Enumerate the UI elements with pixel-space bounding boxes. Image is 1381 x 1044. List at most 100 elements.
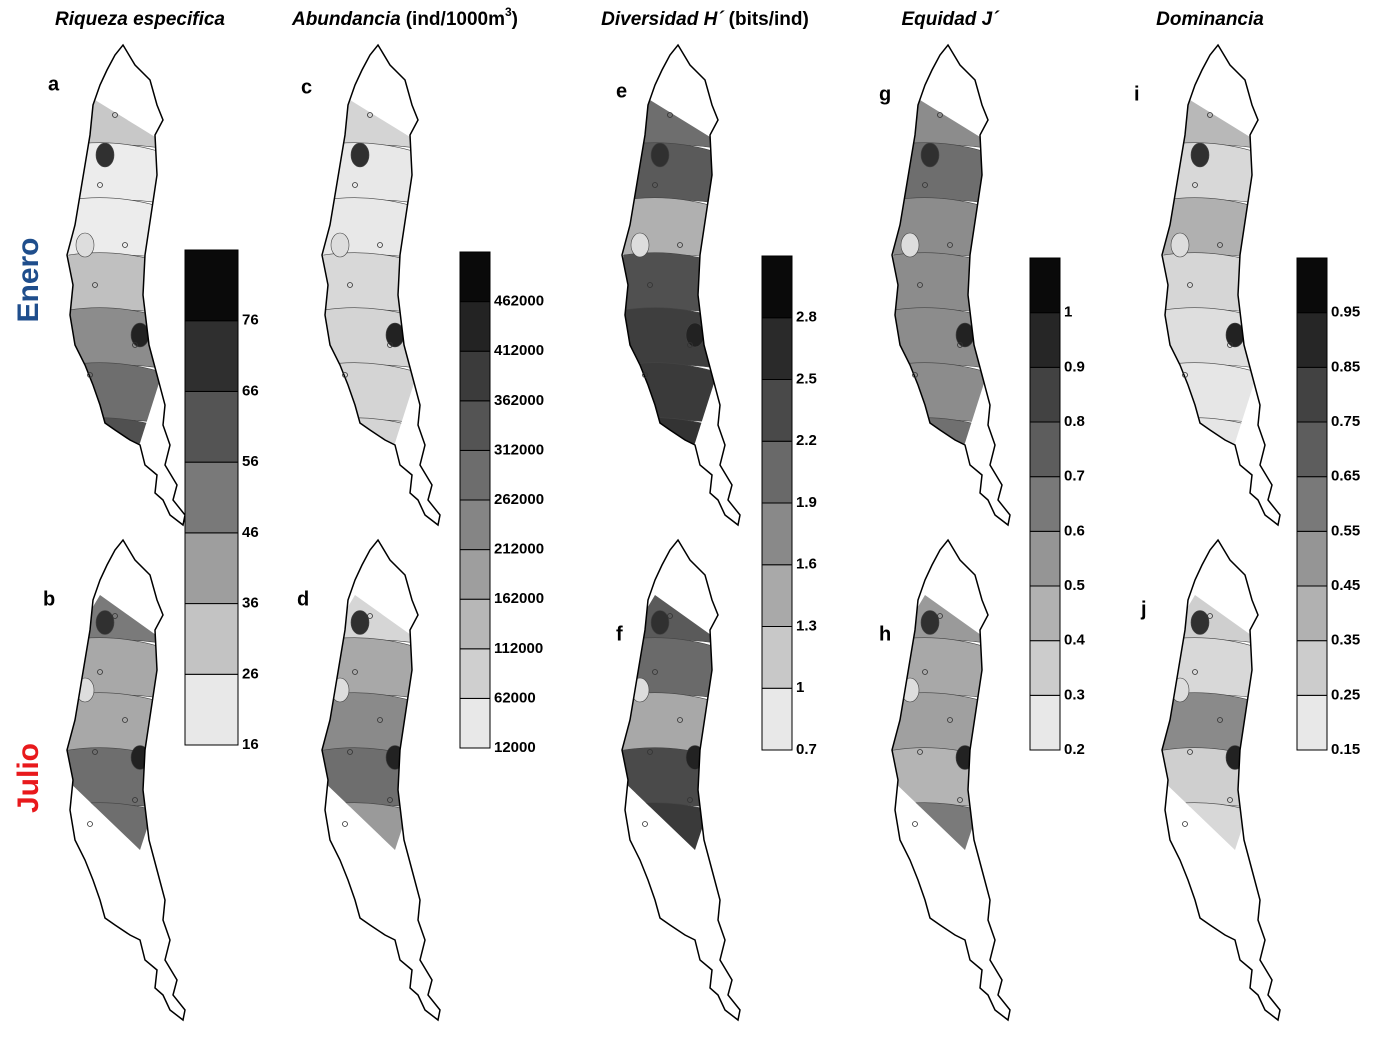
colorbar-label: 0.15 xyxy=(1331,741,1360,758)
map-panel xyxy=(45,540,195,1020)
contour-band xyxy=(600,418,750,485)
panel-letter: f xyxy=(616,623,623,645)
colorbar: 0.711.31.61.92.22.52.8 xyxy=(762,256,817,758)
panel-letter: d xyxy=(297,588,309,610)
colorbar-label: 0.4 xyxy=(1064,632,1086,649)
colorbar-label: 76 xyxy=(242,312,259,329)
colorbar-label: 262000 xyxy=(494,491,544,508)
colorbar-box xyxy=(1030,367,1060,422)
colorbar-label: 66 xyxy=(242,382,259,399)
contour-blob xyxy=(131,746,149,770)
colorbar-label: 0.55 xyxy=(1331,522,1360,539)
contour-blob xyxy=(901,233,919,257)
region xyxy=(1140,88,1290,485)
colorbar-box xyxy=(1030,641,1060,696)
contour-blob xyxy=(76,233,94,257)
contour-field xyxy=(1140,88,1290,485)
contour-blob xyxy=(631,233,649,257)
colorbar-box xyxy=(460,401,490,451)
colorbar-box xyxy=(762,318,792,380)
region xyxy=(45,88,195,485)
colorbar-label: 0.9 xyxy=(1064,358,1085,375)
colorbar-label: 162000 xyxy=(494,590,544,607)
colorbar-label: 0.3 xyxy=(1064,686,1085,703)
colorbar-label: 1.6 xyxy=(796,556,817,573)
colorbar-box xyxy=(1297,313,1327,368)
contour-band xyxy=(870,418,1020,485)
colorbar-box xyxy=(460,500,490,550)
contour-band xyxy=(1140,418,1290,485)
colorbar-label: 0.85 xyxy=(1331,358,1360,375)
contour-blob xyxy=(96,143,114,167)
panel-letter: j xyxy=(1140,598,1147,620)
column-title: Abundancia(ind/1000m3) xyxy=(291,5,518,30)
colorbar-box xyxy=(185,250,238,321)
contour-field xyxy=(45,88,195,485)
panel-letter: i xyxy=(1134,83,1140,105)
panel-letter: e xyxy=(616,80,627,102)
row-label: Enero xyxy=(12,237,45,322)
map-panel xyxy=(300,45,450,525)
colorbar-label: 2.5 xyxy=(796,370,817,387)
colorbar-box xyxy=(762,503,792,565)
colorbar-box xyxy=(762,380,792,442)
colorbar-label: 46 xyxy=(242,524,259,541)
colorbar-label: 312000 xyxy=(494,441,544,458)
map-panel xyxy=(1140,45,1290,525)
colorbar-box xyxy=(762,688,792,750)
column-title: Dominancia xyxy=(1156,9,1264,30)
colorbar-label: 56 xyxy=(242,453,259,470)
title-main: Diversidad H´ xyxy=(601,9,725,30)
panel-letter: c xyxy=(301,76,312,98)
map-panel xyxy=(300,540,450,1020)
title-main: Equidad J´ xyxy=(901,9,1000,30)
panel-letter: a xyxy=(48,73,60,95)
colorbar-box xyxy=(185,391,238,462)
colorbar-box xyxy=(460,450,490,500)
column-title: Riqueza especifica xyxy=(55,9,225,30)
map-panel xyxy=(870,540,1020,1020)
colorbar-box xyxy=(460,252,490,302)
layer: Riqueza especificaab16263646566676Abunda… xyxy=(12,5,1360,1020)
colorbar-box xyxy=(460,302,490,352)
colorbar-label: 0.95 xyxy=(1331,304,1360,321)
contour-band xyxy=(300,418,450,485)
title-unit-end: ) xyxy=(512,9,518,30)
contour-blob xyxy=(956,746,974,770)
panel-letter: b xyxy=(43,588,55,610)
colorbar-box xyxy=(1297,641,1327,696)
colorbar-label: 36 xyxy=(242,595,259,612)
colorbar-box xyxy=(762,256,792,318)
row-label: Julio xyxy=(12,743,45,813)
colorbar-label: 0.45 xyxy=(1331,577,1360,594)
colorbar-label: 212000 xyxy=(494,541,544,558)
colorbar-label: 62000 xyxy=(494,689,536,706)
region xyxy=(870,88,1020,485)
column-title: Equidad J´ xyxy=(901,9,1000,30)
colorbar-label: 1 xyxy=(796,679,804,696)
colorbar-label: 0.7 xyxy=(796,741,817,758)
region xyxy=(600,88,750,485)
colorbar-box xyxy=(1297,695,1327,750)
colorbar-label: 0.8 xyxy=(1064,413,1085,430)
colorbar: 0.150.250.350.450.550.650.750.850.95 xyxy=(1297,258,1360,758)
colorbar-label: 112000 xyxy=(494,640,543,657)
colorbar-box xyxy=(1030,422,1060,477)
colorbar-label: 0.6 xyxy=(1064,522,1085,539)
colorbar-label: 1.9 xyxy=(796,494,817,511)
map-panel xyxy=(600,45,750,525)
colorbar-label: 0.7 xyxy=(1064,468,1085,485)
colorbar-box xyxy=(1030,531,1060,586)
colorbar-label: 0.5 xyxy=(1064,577,1085,594)
contour-field xyxy=(300,88,450,485)
colorbar-box xyxy=(1297,422,1327,477)
contour-blob xyxy=(386,746,404,770)
colorbar-label: 0.25 xyxy=(1331,686,1360,703)
title-main: Dominancia xyxy=(1156,9,1264,30)
colorbar-label: 12000 xyxy=(494,739,536,756)
colorbar: 12000 62000 112000 162000 212000 262000 312000… xyxy=(460,252,544,756)
colorbar-box xyxy=(185,462,238,533)
colorbar-label: 1 xyxy=(1064,304,1072,321)
contour-blob xyxy=(1171,233,1189,257)
colorbar-label: 0.2 xyxy=(1064,741,1085,758)
